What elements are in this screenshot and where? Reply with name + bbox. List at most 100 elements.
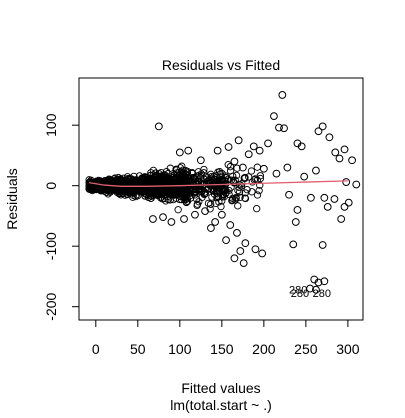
residual-point xyxy=(212,199,220,208)
residual-point xyxy=(237,182,246,190)
residual-point xyxy=(318,241,327,249)
residual-point xyxy=(149,215,157,223)
residual-point xyxy=(283,163,292,172)
residual-point xyxy=(225,186,233,195)
y-tick-label: 100 xyxy=(43,113,59,137)
residual-point xyxy=(166,164,174,172)
residual-point xyxy=(123,190,131,199)
x-tick-label: 200 xyxy=(252,341,276,357)
x-tick-label: 150 xyxy=(210,341,234,357)
residual-point xyxy=(320,277,329,286)
residual-point xyxy=(312,285,320,294)
residual-point xyxy=(300,172,309,181)
residual-point xyxy=(234,136,243,145)
residual-point xyxy=(239,259,248,268)
residual-point xyxy=(340,202,349,211)
residual-point xyxy=(96,178,104,186)
residual-point xyxy=(119,184,128,192)
residual-point xyxy=(211,218,220,226)
residual-point-cloud xyxy=(85,161,265,214)
residual-point xyxy=(272,169,281,178)
residual-point xyxy=(233,164,241,172)
residual-point xyxy=(102,188,111,197)
residual-point xyxy=(253,205,261,213)
residual-point xyxy=(183,187,192,195)
y-axis-label: Residuals xyxy=(4,168,20,229)
residual-point xyxy=(251,245,260,254)
residual-point xyxy=(188,169,196,178)
residual-point xyxy=(230,254,239,263)
residual-point xyxy=(245,173,253,181)
residual-point xyxy=(228,197,236,205)
smooth-line xyxy=(88,180,348,187)
plot-frame xyxy=(78,77,364,321)
residual-point xyxy=(176,164,185,172)
residual-point xyxy=(150,189,158,198)
residual-point xyxy=(335,154,344,163)
residual-point xyxy=(213,146,222,155)
residual-point xyxy=(331,148,340,157)
residual-point xyxy=(139,176,147,185)
residual-point xyxy=(337,215,346,223)
residual-point xyxy=(151,188,160,196)
residual-point xyxy=(226,167,235,175)
residual-point xyxy=(175,187,183,195)
residual-point xyxy=(134,184,142,192)
residual-point xyxy=(264,139,272,148)
residual-point xyxy=(154,122,163,131)
residual-point xyxy=(244,150,253,159)
residual-point xyxy=(214,168,222,176)
residual-point xyxy=(314,127,323,136)
x-tick-label: 100 xyxy=(168,341,192,357)
residual-point xyxy=(197,174,205,182)
residual-point xyxy=(234,202,242,210)
residual-point xyxy=(182,192,190,200)
residual-point xyxy=(140,175,148,183)
residual-point xyxy=(307,193,315,202)
residual-point xyxy=(182,174,190,183)
residual-point xyxy=(238,163,247,172)
residual-point xyxy=(153,189,161,197)
residual-point xyxy=(233,228,241,237)
residual-point xyxy=(218,175,227,183)
residual-points xyxy=(149,91,361,294)
residual-point xyxy=(226,221,235,229)
residual-point xyxy=(174,206,182,214)
residual-point xyxy=(171,175,179,183)
residual-point xyxy=(232,171,241,180)
residual-point xyxy=(124,188,132,196)
residual-point xyxy=(204,199,213,207)
residual-point xyxy=(297,142,306,151)
residual-point xyxy=(224,161,232,169)
residual-point xyxy=(217,210,226,219)
residual-point xyxy=(228,196,237,204)
residual-point xyxy=(312,166,320,175)
residual-point xyxy=(236,247,245,255)
residual-point xyxy=(108,183,116,191)
residual-point xyxy=(348,156,356,165)
y-tick-label: -200 xyxy=(43,292,59,320)
residual-point xyxy=(135,187,144,196)
residual-point xyxy=(224,175,232,183)
residual-point xyxy=(150,187,159,195)
residual-point xyxy=(243,186,251,194)
residual-point xyxy=(318,122,327,131)
residual-point xyxy=(166,196,174,204)
residual-point xyxy=(103,176,111,185)
residual-point xyxy=(205,179,213,187)
x-axis-label: Fitted values xyxy=(181,380,260,396)
residual-point xyxy=(248,178,256,186)
residual-point xyxy=(344,198,353,207)
residual-point xyxy=(207,224,215,232)
chart-title: Residuals vs Fitted xyxy=(162,57,280,73)
residual-point xyxy=(171,170,179,179)
residual-point xyxy=(256,174,265,183)
residual-point xyxy=(105,183,113,191)
residual-point xyxy=(157,172,166,180)
residual-point xyxy=(201,207,209,216)
residual-point xyxy=(226,163,234,171)
residual-point xyxy=(291,218,300,226)
point-label: 280 xyxy=(313,288,331,300)
